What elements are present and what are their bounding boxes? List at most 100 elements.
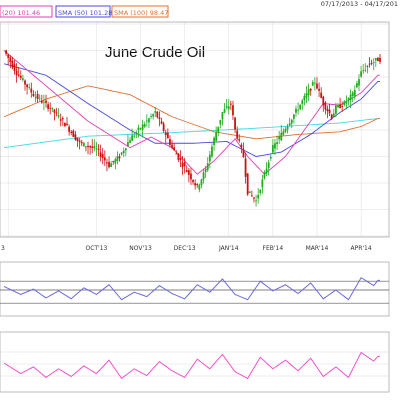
candlestick xyxy=(219,119,222,129)
candle-body xyxy=(288,123,291,126)
candle-body xyxy=(133,135,136,137)
candlestick xyxy=(242,142,245,158)
candle-body xyxy=(97,149,100,150)
chart-title: June Crude Oil xyxy=(105,44,205,61)
candle-body xyxy=(106,162,108,164)
candlestick xyxy=(301,98,304,111)
candlestick xyxy=(61,116,64,126)
candle-body xyxy=(190,173,192,180)
candlestick xyxy=(135,130,138,139)
candlestick xyxy=(32,90,35,97)
candle-body xyxy=(324,102,327,110)
candlestick xyxy=(278,130,281,144)
candle-body xyxy=(171,144,173,148)
candlestick xyxy=(80,139,83,147)
x-axis-label: FEB'14 xyxy=(263,245,284,252)
candle-body xyxy=(49,107,52,109)
candle-body xyxy=(240,144,243,148)
candlestick xyxy=(351,90,354,102)
candlestick xyxy=(11,56,14,70)
candle-body xyxy=(278,136,281,140)
candlestick xyxy=(345,95,348,110)
candlestick xyxy=(95,142,98,156)
candle-body xyxy=(202,172,205,180)
candle-body xyxy=(269,156,272,159)
candle-body xyxy=(255,200,257,202)
candlestick xyxy=(292,113,295,124)
candle-body xyxy=(276,142,278,145)
candle-body xyxy=(297,109,299,111)
candle-body xyxy=(185,170,188,172)
candlestick xyxy=(158,111,161,127)
x-axis-label: JAN'14 xyxy=(218,245,239,252)
candle-body xyxy=(370,63,373,64)
candlestick xyxy=(211,143,213,159)
candle-body xyxy=(366,65,369,68)
candle-body xyxy=(148,118,150,123)
candle-body xyxy=(43,101,45,103)
candlestick xyxy=(70,129,73,136)
candlestick xyxy=(173,143,176,151)
candle-body xyxy=(330,114,333,119)
candlestick xyxy=(250,190,253,197)
candlestick xyxy=(225,98,228,110)
candle-body xyxy=(379,57,381,62)
candlestick xyxy=(257,188,260,204)
candlestick xyxy=(379,54,381,65)
candle-body xyxy=(103,157,106,161)
candle-body xyxy=(11,60,14,68)
candle-body xyxy=(57,115,60,117)
candle-body xyxy=(311,82,314,86)
candlestick xyxy=(337,103,339,109)
candle-body xyxy=(253,197,255,199)
candlestick xyxy=(120,151,123,156)
candlestick xyxy=(232,100,234,120)
candlestick xyxy=(59,113,62,127)
candlestick xyxy=(217,126,220,137)
oscillator-1-border xyxy=(0,261,390,317)
candlestick xyxy=(276,135,278,150)
candlestick xyxy=(229,100,232,111)
candle-body xyxy=(299,104,302,110)
candlestick xyxy=(82,142,85,147)
candlestick xyxy=(112,160,115,165)
price-panel-border xyxy=(0,21,390,238)
candlestick xyxy=(274,138,276,155)
candlestick xyxy=(307,83,310,101)
candle-body xyxy=(339,104,341,108)
candle-body xyxy=(72,130,75,137)
candle-body xyxy=(135,132,138,134)
candlestick xyxy=(97,144,100,157)
candle-body xyxy=(290,119,293,124)
x-axis-labels: 3 OCT'13 NOV'13 DEC'13 JAN'14 FEB'14 MAR'14 APR… xyxy=(1,245,372,252)
candle-body xyxy=(355,83,358,88)
candlestick xyxy=(206,157,209,172)
candlestick xyxy=(360,65,362,78)
candlestick xyxy=(110,160,113,168)
candlestick xyxy=(269,154,272,162)
candle-body xyxy=(309,88,312,91)
legend: (20) 101.46 SMA (50) 101.28 SMA (100) 98… xyxy=(0,5,169,18)
candlestick xyxy=(101,147,104,165)
candle-body xyxy=(345,101,348,104)
candlestick xyxy=(267,159,270,176)
candle-body xyxy=(265,168,268,174)
candlestick xyxy=(341,101,344,112)
candle-body xyxy=(51,107,54,110)
candlestick xyxy=(143,121,146,129)
candle-body xyxy=(183,162,186,167)
candle-body xyxy=(341,106,344,107)
candlestick xyxy=(51,107,54,113)
candlestick xyxy=(38,94,41,102)
candle-body xyxy=(316,83,318,89)
candle-body xyxy=(374,58,377,61)
candlestick xyxy=(366,64,369,74)
candlestick xyxy=(72,129,75,137)
candlestick xyxy=(240,142,243,154)
candlestick xyxy=(91,139,94,154)
candlestick xyxy=(330,113,333,121)
candlestick xyxy=(127,134,129,147)
oscillator-1-line xyxy=(3,276,380,301)
candle-body xyxy=(213,137,215,146)
candlestick xyxy=(376,56,379,62)
